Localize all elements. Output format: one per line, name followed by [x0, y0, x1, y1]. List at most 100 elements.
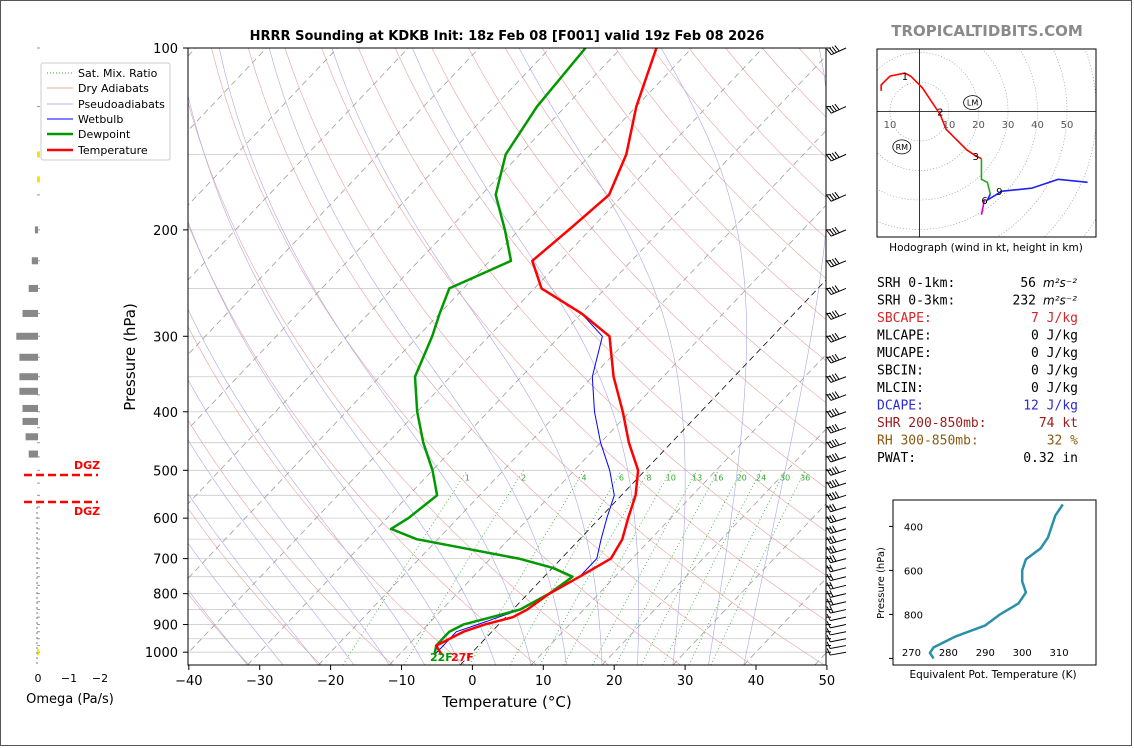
barb-flag	[826, 565, 831, 573]
barb-flag	[834, 408, 840, 415]
index-value: 74 kt	[1039, 416, 1078, 431]
wind-barb	[826, 514, 847, 524]
pseudoadiabat	[331, 48, 603, 665]
wind-barb	[826, 45, 847, 56]
zero-isotherm	[459, 279, 826, 665]
y-tick-label: 700	[153, 553, 178, 568]
omega-bar	[31, 257, 38, 265]
barb-staff	[830, 394, 847, 401]
dry-adiabat	[541, 48, 826, 362]
barb-flag	[826, 536, 831, 544]
barb-flag	[826, 621, 831, 629]
barb-flag	[829, 425, 834, 433]
mixing-ratio-label: 2	[521, 474, 526, 483]
x-tick-label: 20	[606, 674, 623, 689]
barb-flag	[826, 356, 832, 364]
y-tick-label: 200	[153, 224, 178, 239]
hodo-ring-label: 10	[884, 120, 897, 131]
y-tick-label: 1000	[145, 646, 178, 661]
omega-tick-0: 0	[35, 672, 42, 685]
wind-barb	[826, 564, 847, 573]
omega-bar	[19, 387, 38, 395]
wind-barb	[826, 226, 847, 237]
index-label: RH 300-850mb:	[877, 434, 979, 449]
isotherm-line	[601, 428, 826, 665]
barb-flag	[832, 492, 837, 499]
mixing-ratio-label: 20	[737, 474, 747, 483]
wind-barb	[826, 452, 847, 463]
barb-flag	[826, 493, 832, 501]
omega-panel	[16, 47, 98, 665]
mixing-ratio-label: 36	[800, 474, 810, 483]
isotherm-line	[188, 48, 764, 654]
barb-flag	[829, 526, 834, 533]
legend-pseudoadiabats: Pseudoadiabats	[78, 98, 165, 111]
dry-adiabat	[284, 48, 825, 665]
x-tick-label: 30	[677, 674, 694, 689]
dgz-bottom-label: DGZ	[74, 505, 100, 518]
mixing-ratio-label: 13	[692, 474, 702, 483]
barb-flag	[826, 641, 831, 649]
surface-temperature-label: 27F	[451, 651, 474, 664]
barb-staff	[830, 442, 847, 449]
temperature-profile	[434, 48, 658, 656]
barb-flag	[826, 546, 831, 554]
barb-flag	[826, 516, 831, 524]
barb-flag	[829, 440, 834, 448]
barb-flag	[826, 195, 832, 202]
pseudoadiabat	[188, 439, 355, 665]
dry-adiabat	[798, 48, 826, 78]
barb-flag	[829, 590, 834, 598]
wind-barb	[826, 332, 847, 343]
omega-tick-2: −2	[92, 672, 108, 685]
barb-flag	[831, 409, 837, 416]
isotherm-line	[814, 652, 826, 665]
barb-flag	[826, 468, 832, 476]
wind-barb	[826, 598, 847, 606]
wind-barb	[826, 391, 847, 401]
barb-flag	[834, 103, 840, 111]
x-tick-label: 50	[819, 674, 836, 689]
barb-flag	[834, 45, 840, 52]
barb-staff	[831, 47, 847, 56]
wind-barb	[826, 285, 847, 296]
index-label: SBCAPE:	[877, 311, 932, 326]
mixing-ratio-line	[710, 470, 806, 665]
barb-flag	[826, 230, 832, 237]
barb-flag	[832, 545, 837, 553]
barb-staff	[830, 651, 847, 656]
pseudoadiabat	[412, 48, 639, 665]
wind-barb	[826, 423, 847, 434]
barb-flag	[831, 439, 837, 447]
wind-barb	[826, 628, 847, 636]
hodo-ring-label: 50	[1061, 120, 1074, 131]
omega-bar	[16, 332, 38, 340]
barb-flag	[826, 582, 831, 590]
barb-flag	[829, 105, 835, 113]
dry-adiabat	[188, 507, 322, 665]
wind-barb	[826, 648, 847, 656]
barb-flag	[826, 154, 832, 162]
chart-title: HRRR Sounding at KDKB Init: 18z Feb 08 […	[250, 29, 765, 44]
mixing-ratio-line	[509, 470, 622, 665]
barb-flag	[826, 441, 832, 449]
isotherm-line	[188, 48, 693, 579]
barb-flag	[834, 438, 840, 446]
index-value: 32 %	[1047, 434, 1078, 449]
index-value: 0 J/kg	[1031, 329, 1078, 344]
barb-flag	[832, 514, 837, 522]
barb-staff	[830, 229, 847, 237]
barb-flag	[829, 581, 834, 589]
wind-barb	[826, 581, 847, 590]
wind-barb	[826, 310, 847, 320]
barb-flag	[831, 424, 837, 432]
dry-adiabat	[188, 325, 465, 665]
dry-adiabat	[762, 48, 826, 118]
hodo-ring-label: 20	[972, 120, 985, 131]
barb-flag	[826, 613, 831, 621]
barb-staff	[830, 638, 847, 643]
barb-flag	[834, 191, 840, 199]
barb-staff	[831, 194, 847, 202]
barb-flag	[834, 151, 840, 158]
y-tick-label: 100	[153, 42, 178, 57]
